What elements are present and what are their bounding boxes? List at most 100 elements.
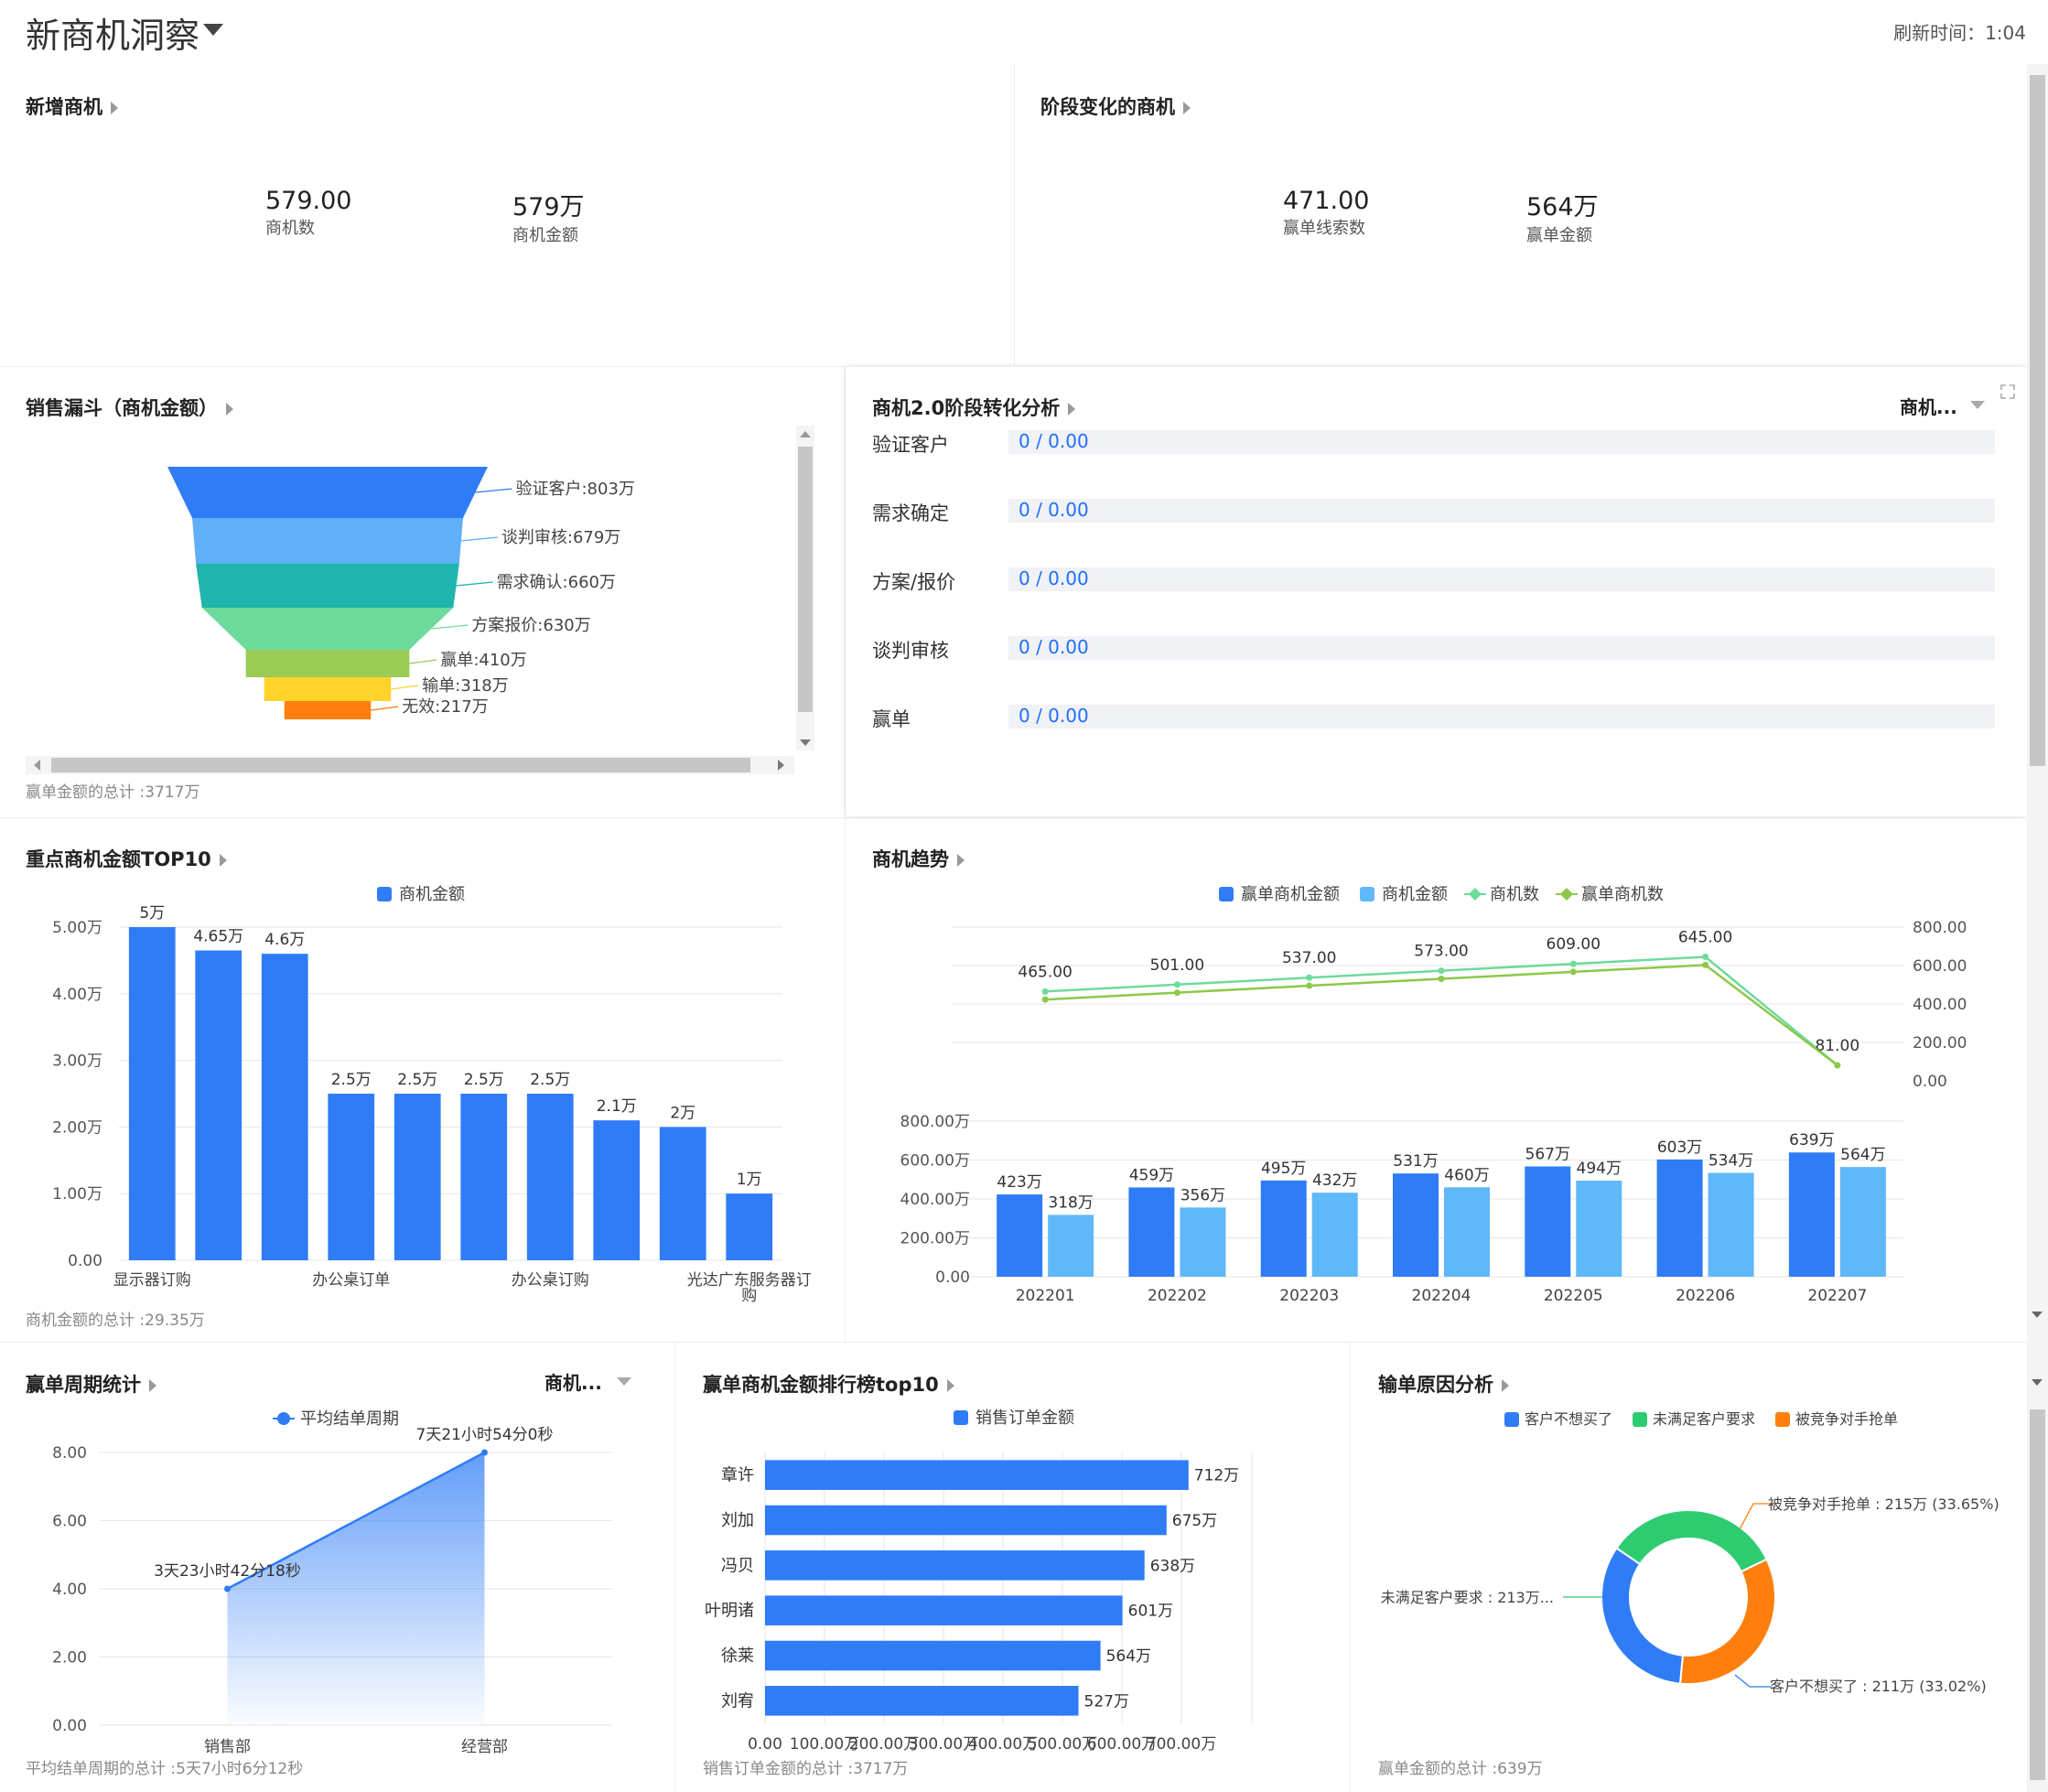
trend-title[interactable]: 商机趋势 xyxy=(872,845,965,872)
stage-value: 0 / 0.00 xyxy=(1019,705,1089,727)
bar xyxy=(765,1640,1101,1671)
series-point xyxy=(481,1449,488,1456)
stage-bar xyxy=(1008,705,1995,729)
y-tick-label: 3.00万 xyxy=(52,1053,102,1071)
y-tick-label: 章许 xyxy=(721,1466,754,1485)
slice-label: 未满足客户要求 : 213万... xyxy=(1381,1589,1554,1606)
divider xyxy=(0,817,2027,818)
funnel-title[interactable]: 销售漏斗（商机金额） xyxy=(26,394,233,421)
legend-swatch xyxy=(954,1410,968,1425)
scroll-up-icon[interactable] xyxy=(800,431,811,437)
scroll-down-icon[interactable] xyxy=(800,739,811,746)
x-tick-label: 400.00万 xyxy=(968,1735,1038,1754)
bar xyxy=(1180,1207,1226,1277)
funnel-label: 需求确认:660万 xyxy=(497,573,616,592)
bar xyxy=(393,1094,441,1260)
stage-bar xyxy=(1008,567,1995,591)
chevron-down-icon[interactable] xyxy=(1970,401,1985,409)
expand-arrow-icon[interactable] xyxy=(149,1379,156,1392)
expand-arrow-icon[interactable] xyxy=(226,403,233,416)
legend-label: 商机金额 xyxy=(1382,885,1448,904)
scroll-down-icon[interactable] xyxy=(2032,1379,2043,1386)
kpi-value: 579万 xyxy=(512,193,585,221)
expand-arrow-icon[interactable] xyxy=(219,854,227,867)
stage-analysis-dropdown[interactable]: 商机... xyxy=(1900,396,1957,418)
expand-arrow-icon[interactable] xyxy=(111,102,118,114)
stage-value: 0 / 0.00 xyxy=(1019,430,1089,452)
bar-label: 534万 xyxy=(1708,1152,1753,1171)
legend-swatch xyxy=(1633,1412,1647,1427)
y-tick-label: 2.00 xyxy=(52,1649,87,1668)
cycle-title[interactable]: 赢单周期统计 xyxy=(26,1370,156,1398)
chevron-down-icon[interactable] xyxy=(617,1377,631,1386)
y-tick-label: 0.00 xyxy=(52,1717,87,1735)
x-tick-label: 办公桌订购 xyxy=(512,1271,589,1290)
bar-label: 423万 xyxy=(997,1173,1041,1192)
x-tick-label: 300.00万 xyxy=(909,1735,978,1754)
slice-label: 客户不想买了 : 211万 (33.02%) xyxy=(1770,1678,1987,1695)
series-point xyxy=(1041,988,1049,995)
expand-arrow-icon[interactable] xyxy=(946,1379,954,1392)
expand-arrow-icon[interactable] xyxy=(1502,1379,1509,1392)
funnel-hscroll-thumb[interactable] xyxy=(51,758,750,772)
bar xyxy=(1048,1214,1094,1277)
y-tick-label: 冯贝 xyxy=(721,1556,754,1575)
kpi-label: 商机数 xyxy=(265,219,315,238)
stage-bar xyxy=(1008,430,1995,454)
point-label: 645.00 xyxy=(1678,929,1732,947)
leader-line xyxy=(1734,1674,1772,1688)
scroll-down-icon[interactable] xyxy=(2032,1312,2043,1318)
kpi-won-amount: 564万 赢单金额 xyxy=(1526,187,1599,246)
bar-label: 603万 xyxy=(1657,1139,1702,1157)
stage-change-title[interactable]: 阶段变化的商机 xyxy=(1040,92,1191,120)
legend-swatch xyxy=(1504,1412,1519,1427)
title-dropdown-icon[interactable] xyxy=(203,24,223,36)
cycle-dropdown[interactable]: 商机... xyxy=(544,1372,602,1394)
bar-label: 459万 xyxy=(1129,1166,1174,1184)
kpi-label: 商机金额 xyxy=(512,226,578,245)
funnel-footer: 赢单金额的总计 :3717万 xyxy=(26,783,200,802)
bar-label: 4.65万 xyxy=(193,927,243,945)
new-opps-title[interactable]: 新增商机 xyxy=(26,92,118,120)
expand-arrow-icon[interactable] xyxy=(1183,102,1191,114)
bar-label: 639万 xyxy=(1789,1131,1834,1150)
bar xyxy=(765,1505,1167,1536)
page-scrollbar[interactable] xyxy=(2027,64,2048,1792)
fullscreen-icon[interactable] xyxy=(2000,384,2015,399)
bar-label: 675万 xyxy=(1172,1512,1217,1530)
expand-arrow-icon[interactable] xyxy=(1068,403,1076,416)
ranking-title[interactable]: 赢单商机金额排行榜top10 xyxy=(703,1370,954,1398)
funnel-vscroll-thumb[interactable] xyxy=(798,447,813,712)
point-label: 573.00 xyxy=(1414,943,1468,961)
scroll-left-icon[interactable] xyxy=(34,760,40,771)
funnel-segment xyxy=(192,518,463,564)
stage-bar xyxy=(1008,499,1995,523)
loss-title[interactable]: 输单原因分析 xyxy=(1378,1370,1509,1398)
point-label: 3天23小时42分18秒 xyxy=(154,1562,301,1581)
stage-analysis-title[interactable]: 商机2.0阶段转化分析 xyxy=(872,394,1076,421)
x-tick-label: 202207 xyxy=(1807,1287,1867,1305)
legend-swatch xyxy=(1775,1412,1790,1427)
loss-footer: 赢单金额的总计 :639万 xyxy=(1378,1760,1543,1778)
scroll-right-icon[interactable] xyxy=(778,760,784,771)
expand-arrow-icon[interactable] xyxy=(957,854,965,867)
legend-swatch xyxy=(1360,887,1374,901)
series-point xyxy=(1569,968,1577,976)
y2-tick-label: 400.00 xyxy=(1913,996,1967,1014)
series-point xyxy=(1306,974,1313,981)
y2-tick-label: 200.00 xyxy=(1913,1034,1967,1053)
y-tick-label: 6.00 xyxy=(52,1513,87,1531)
page-scrollbar-thumb[interactable] xyxy=(2030,75,2045,766)
point-label: 501.00 xyxy=(1150,956,1204,975)
refresh-time: 刷新时间：1:04 xyxy=(1893,22,2026,44)
page-scrollbar-thumb-2[interactable] xyxy=(2030,1409,2045,1780)
legend-label: 赢单商机数 xyxy=(1581,884,1664,904)
bar-label: 531万 xyxy=(1393,1152,1438,1171)
kpi-value: 579.00 xyxy=(265,187,352,215)
stage-label: 谈判审核 xyxy=(872,640,949,662)
x-tick-label: 202204 xyxy=(1412,1287,1471,1305)
top10-title[interactable]: 重点商机金额TOP10 xyxy=(26,845,227,872)
series-point xyxy=(1173,981,1180,988)
y-tick-label: 600.00万 xyxy=(900,1152,970,1171)
x-tick-label: 购 xyxy=(741,1287,757,1305)
